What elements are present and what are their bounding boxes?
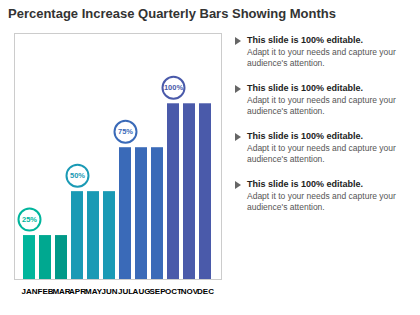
svg-text:MAY: MAY (85, 287, 103, 296)
html-text:This slide is 100% editable.: This slide is 100% editable. (247, 131, 363, 142)
svg-text:25%: 25% (22, 215, 37, 224)
svg-text:SEP: SEP (149, 287, 166, 296)
html-text:Adapt it to your needs and cap: Adapt it to your needs and capture your … (247, 95, 396, 117)
html-text:Percentage Increase Quarterly: Percentage Increase Quarterly Bars Showi… (8, 6, 336, 21)
svg-text:JUL: JUL (118, 287, 133, 296)
svg-text:50%: 50% (70, 171, 85, 180)
svg-text:JUN: JUN (101, 287, 117, 296)
svg-text:75%: 75% (118, 127, 133, 136)
svg-text:100%: 100% (164, 83, 184, 92)
svg-text:MAR: MAR (52, 287, 71, 297)
html-text:This slide is 100% editable.: This slide is 100% editable. (247, 83, 363, 94)
svg-text:AUG: AUG (133, 287, 151, 296)
html-text:This slide is 100% editable.: This slide is 100% editable. (247, 179, 363, 190)
html-text:Adapt it to your needs and cap: Adapt it to your needs and capture your … (247, 191, 396, 213)
svg-text:FEB: FEB (38, 287, 54, 296)
html-text:This slide is 100% editable.: This slide is 100% editable. (247, 35, 363, 45)
svg-text:APR: APR (69, 287, 86, 296)
svg-text:OCT: OCT (165, 287, 182, 296)
html-text:Adapt it to your needs and cap: Adapt it to your needs and capture your … (247, 47, 396, 68)
html-text:Adapt it to your needs and cap: Adapt it to your needs and capture your … (247, 143, 396, 165)
svg-text:DEC: DEC (197, 287, 214, 296)
svg-text:NOV: NOV (180, 287, 199, 297)
svg-text:JAN: JAN (21, 287, 37, 296)
